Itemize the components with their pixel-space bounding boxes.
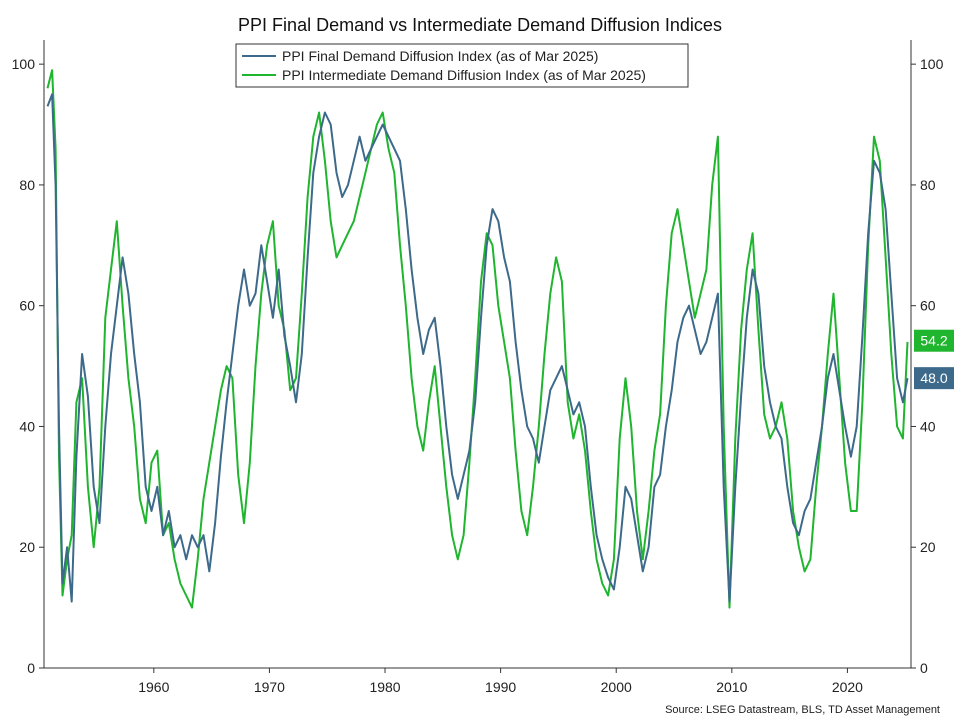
end-badge-label-intermediate-demand: 54.2 (920, 333, 947, 349)
axes (43, 40, 912, 669)
y-tick-label-left-80: 80 (19, 177, 35, 193)
y-tick-label-right-0: 0 (920, 660, 928, 676)
end-badge-label-final-demand: 48.0 (920, 370, 947, 386)
y-tick-label-left-100: 100 (12, 56, 36, 72)
x-tick-label-1990: 1990 (485, 679, 516, 695)
y-ticks-right: 0 20 40 60 80 100 (911, 56, 944, 676)
y-tick-label-right-100: 100 (920, 56, 944, 72)
x-tick-label-1980: 1980 (369, 679, 400, 695)
end-value-badges: 54.2 48.0 (914, 329, 954, 390)
end-badge-final-demand (914, 367, 954, 390)
y-tick-label-right-80: 80 (920, 177, 936, 193)
source-note: Source: LSEG Datastream, BLS, TD Asset M… (665, 704, 940, 716)
y-tick-label-right-40: 40 (920, 418, 936, 434)
x-tick-label-2020: 2020 (832, 679, 863, 695)
x-tick-label-1970: 1970 (254, 679, 285, 695)
y-tick-label-right-20: 20 (920, 539, 936, 555)
y-tick-label-left-20: 20 (19, 539, 35, 555)
series-lines (46, 69, 909, 609)
x-tick-label-1960: 1960 (138, 679, 169, 695)
y-tick-label-left-40: 40 (19, 418, 35, 434)
x-tick-label-2000: 2000 (601, 679, 632, 695)
series-line-intermediate-demand (46, 69, 909, 609)
legend-label-intermediate-demand: PPI Intermediate Demand Diffusion Index … (282, 67, 646, 83)
y-tick-label-left-60: 60 (19, 298, 35, 314)
y-tick-label-right-60: 60 (920, 298, 936, 314)
legend-box (235, 43, 689, 88)
series-line-final-demand (46, 93, 909, 603)
x-ticks: 1960 1970 1980 1990 2000 2010 2020 (138, 668, 863, 695)
legend: PPI Final Demand Diffusion Index (as of … (235, 43, 689, 88)
y-tick-label-left-0: 0 (27, 660, 35, 676)
end-badge-intermediate-demand (914, 329, 954, 352)
x-tick-label-2010: 2010 (716, 679, 747, 695)
legend-label-final-demand: PPI Final Demand Diffusion Index (as of … (282, 48, 598, 64)
y-ticks-left: 0 20 40 60 80 100 (12, 56, 44, 676)
chart-title: PPI Final Demand vs Intermediate Demand … (238, 15, 722, 35)
